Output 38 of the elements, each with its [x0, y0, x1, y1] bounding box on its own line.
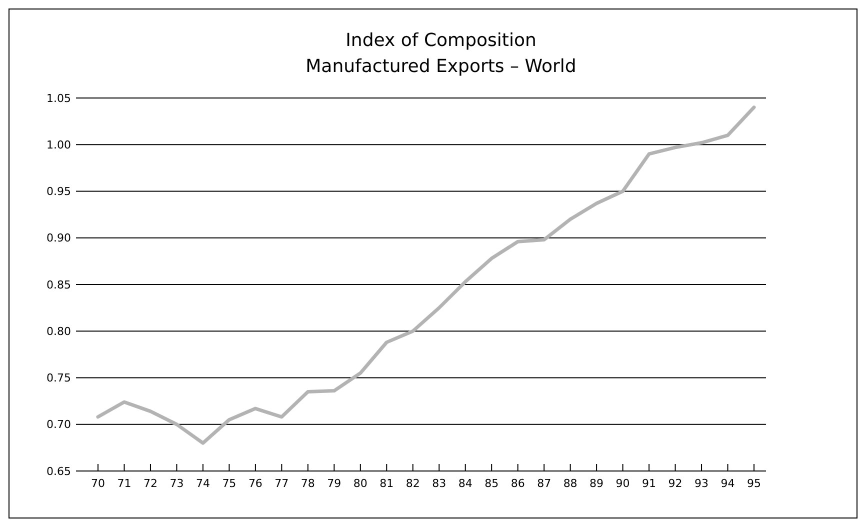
x-tick-label: 87 — [537, 477, 552, 490]
x-tick-label: 79 — [327, 477, 342, 490]
x-tick-label: 73 — [170, 477, 184, 490]
x-tick-label: 71 — [117, 477, 132, 490]
x-tick-label: 90 — [616, 477, 630, 490]
x-tick-label: 70 — [91, 477, 105, 490]
x-tick-label: 82 — [406, 477, 420, 490]
x-tick-label: 84 — [458, 477, 472, 490]
x-tick-label: 75 — [222, 477, 236, 490]
y-tick-label: 0.75 — [46, 372, 71, 385]
y-tick-label: 1.05 — [46, 92, 71, 105]
chart-subtitle: Manufactured Exports – World — [306, 56, 576, 77]
y-tick-label: 0.90 — [46, 232, 71, 245]
x-tick-label: 77 — [274, 477, 289, 490]
y-tick-label: 1.00 — [46, 138, 71, 152]
x-tick-label: 81 — [380, 477, 394, 490]
y-tick-label: 0.65 — [46, 464, 71, 478]
x-tick-label: 86 — [510, 477, 525, 490]
x-tick-label: 78 — [300, 477, 315, 490]
y-tick-label: 0.70 — [46, 418, 71, 432]
x-tick-label: 85 — [484, 477, 499, 490]
y-tick-label: 0.80 — [46, 324, 71, 338]
x-tick-label: 80 — [353, 477, 368, 490]
x-tick-label: 93 — [694, 477, 709, 490]
x-tick-label: 95 — [747, 477, 761, 490]
y-tick-label: 0.95 — [46, 185, 71, 198]
line-series — [96, 106, 756, 445]
x-tick-label: 83 — [432, 477, 446, 490]
x-tick-label: 76 — [248, 477, 262, 490]
x-tick-label: 92 — [668, 477, 682, 490]
x-tick-label: 91 — [642, 477, 656, 490]
y-tick-label: 0.85 — [46, 278, 71, 292]
x-tick-label: 74 — [196, 477, 210, 490]
x-tick-label: 89 — [590, 477, 604, 490]
x-tick-label: 72 — [143, 477, 158, 490]
x-tick-label: 94 — [720, 477, 735, 490]
chart-title: Index of Composition — [346, 30, 536, 51]
x-tick-label: 88 — [563, 477, 578, 490]
